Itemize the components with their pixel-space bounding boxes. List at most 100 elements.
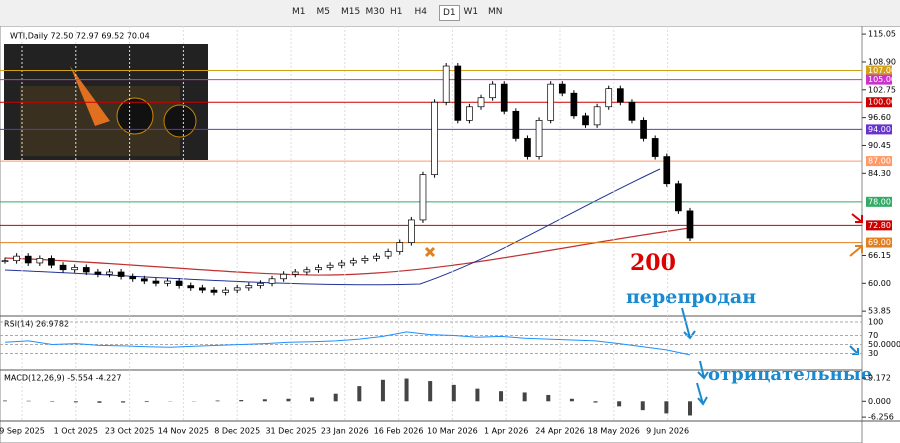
macd-bar bbox=[121, 401, 126, 403]
candle bbox=[338, 262, 346, 266]
macd-label: MACD(12,26,9) -5.554 -4.227 bbox=[4, 374, 121, 383]
timeframe-button[interactable]: MN bbox=[488, 7, 503, 17]
candle bbox=[187, 285, 195, 289]
candle bbox=[257, 282, 264, 286]
candle bbox=[13, 255, 20, 262]
timeframe-button[interactable]: M30 bbox=[365, 7, 385, 17]
candle bbox=[268, 278, 276, 284]
candle bbox=[628, 101, 636, 121]
level-tag bbox=[866, 156, 892, 167]
x-tick-label: 23 Jan 2026 bbox=[321, 427, 369, 436]
macd-bar bbox=[286, 398, 291, 402]
y-tick-label: 66.15 bbox=[868, 251, 891, 260]
y-tick-label: 90.45 bbox=[868, 141, 891, 150]
candle bbox=[349, 260, 357, 264]
x-tick-label: 31 Dec 2025 bbox=[265, 427, 316, 436]
y-tick-label: 30 bbox=[868, 349, 878, 358]
candle bbox=[291, 271, 299, 275]
candle bbox=[24, 255, 32, 264]
timeframe-button[interactable]: D1 bbox=[439, 5, 460, 21]
candle bbox=[466, 106, 473, 121]
rsi-label: RSI(14) 26.9782 bbox=[4, 320, 69, 329]
macd-bar bbox=[451, 384, 456, 402]
candle bbox=[500, 83, 508, 112]
candle bbox=[535, 119, 543, 157]
macd-bar bbox=[617, 401, 622, 407]
candle bbox=[129, 276, 137, 280]
annotation: 200 bbox=[630, 250, 676, 276]
y-tick-label: 70 bbox=[868, 331, 878, 340]
macd-bar bbox=[239, 400, 244, 402]
timeframe-button[interactable]: H1 bbox=[390, 7, 403, 17]
macd-bar bbox=[475, 388, 480, 402]
macd-bar bbox=[546, 394, 551, 402]
macd-bar bbox=[310, 397, 315, 402]
candle bbox=[408, 219, 415, 243]
candle bbox=[140, 278, 148, 282]
level-label: 100.00 bbox=[868, 98, 896, 107]
x-tick-label: 1 Oct 2025 bbox=[54, 427, 98, 436]
candle bbox=[48, 258, 55, 266]
candle bbox=[396, 242, 404, 252]
macd-bar bbox=[522, 392, 527, 402]
candle bbox=[524, 138, 531, 157]
macd-bar bbox=[640, 401, 645, 411]
candle bbox=[361, 258, 369, 262]
candle bbox=[36, 258, 44, 264]
candle bbox=[199, 287, 206, 291]
x-tick-label: 16 Feb 2026 bbox=[374, 427, 424, 436]
macd-bar bbox=[262, 399, 267, 402]
x-tick-label: 8 Dec 2025 bbox=[214, 427, 260, 436]
macd-bar bbox=[499, 391, 504, 402]
candle bbox=[454, 65, 462, 121]
timeframe-button[interactable]: W1 bbox=[463, 7, 479, 17]
macd-bar bbox=[73, 401, 78, 403]
candle bbox=[605, 88, 613, 108]
candle bbox=[431, 101, 438, 176]
y-tick-label: 108.90 bbox=[868, 57, 896, 66]
timeframe-button[interactable]: M15 bbox=[341, 7, 361, 17]
candle bbox=[303, 269, 311, 273]
candle bbox=[94, 271, 102, 275]
macd-bar bbox=[215, 400, 220, 402]
candle bbox=[59, 264, 67, 271]
level-label: 107.00 bbox=[868, 66, 896, 75]
level-label: 94.00 bbox=[868, 125, 891, 134]
y-tick-label: 115.05 bbox=[868, 30, 896, 39]
candle bbox=[616, 88, 624, 103]
macd-bar bbox=[569, 398, 574, 402]
chart-header: WTI,Daily 72.50 72.97 69.52 70.04 bbox=[10, 32, 150, 41]
macd-bar bbox=[357, 386, 362, 402]
y-tick-label: 96.60 bbox=[868, 113, 891, 122]
candle bbox=[419, 174, 427, 221]
candle bbox=[582, 115, 589, 126]
level-tag bbox=[866, 124, 892, 135]
candle bbox=[512, 110, 520, 139]
timeframe-button[interactable]: M1 bbox=[292, 7, 306, 17]
y-tick-label: 9.172 bbox=[868, 374, 891, 383]
y-tick-label: 60.00 bbox=[868, 279, 891, 288]
macd-bar bbox=[404, 378, 409, 402]
timeframe-button[interactable]: H4 bbox=[414, 7, 428, 17]
candle bbox=[210, 289, 218, 293]
annotation: отрицательные bbox=[708, 364, 872, 385]
annotation: перепродан bbox=[626, 286, 756, 308]
candle bbox=[71, 267, 79, 271]
timeframe-button[interactable]: M5 bbox=[316, 7, 331, 17]
candle bbox=[117, 271, 125, 277]
x-tick-label: 9 Sep 2025 bbox=[0, 427, 45, 436]
candle bbox=[686, 210, 694, 239]
candle bbox=[477, 97, 485, 108]
toolbar: M1 M5 M15 M30 H1 H4 D1 W1 MN bbox=[0, 0, 900, 27]
level-label: 69.00 bbox=[868, 238, 891, 247]
macd-bar bbox=[333, 393, 338, 402]
level-label: 78.00 bbox=[868, 197, 891, 206]
candle bbox=[326, 264, 334, 268]
macd-bar bbox=[380, 379, 385, 402]
x-tick-label: 14 Nov 2025 bbox=[158, 427, 209, 436]
x-tick-label: 18 May 2026 bbox=[588, 427, 640, 436]
y-tick-label: 100 bbox=[868, 318, 883, 327]
candle bbox=[233, 287, 241, 291]
level-label: 87.00 bbox=[868, 157, 891, 166]
x-tick-label: 1 Apr 2026 bbox=[484, 427, 528, 436]
